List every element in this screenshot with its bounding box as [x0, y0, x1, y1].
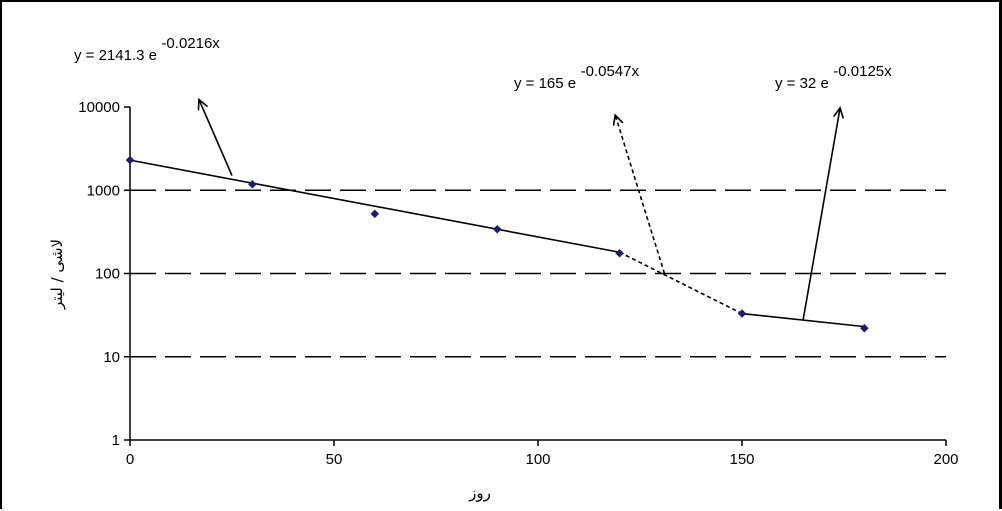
- data-point: [492, 224, 502, 234]
- annotation-arrow-1: [199, 100, 233, 176]
- equation-3-exponent: -0.0125x: [833, 63, 892, 80]
- equation-2-exponent: -0.0547x: [581, 63, 640, 80]
- x-tick-label: 150: [729, 451, 754, 468]
- data-point: [615, 248, 624, 258]
- y-tick-label: 10: [103, 349, 120, 366]
- data-point: [125, 155, 135, 165]
- equation-2-base: y = 165 e: [514, 75, 576, 92]
- y-axis-title: لاشی / لیتر: [48, 239, 66, 310]
- x-tick-label: 100: [525, 451, 550, 468]
- y-tick-label: 1: [112, 432, 120, 449]
- grid-lines: [130, 189, 946, 358]
- equation-1-exponent: -0.0216x: [161, 35, 220, 52]
- y-tick-label: 100: [95, 266, 120, 283]
- annotation-arrow-2: [616, 116, 666, 274]
- annotation-arrows: [199, 100, 840, 320]
- y-axis-ticks: 1 10 100 1000 10000: [78, 99, 130, 449]
- x-axis-ticks: 0 50 100 150 200: [126, 440, 959, 468]
- annotation-arrow-3: [802, 109, 840, 320]
- y-tick-label: 1000: [87, 182, 120, 199]
- data-point: [248, 179, 257, 189]
- equation-3-base: y = 32 e: [775, 75, 829, 92]
- x-tick-label: 0: [126, 451, 134, 468]
- trendline-equation-1: y = 2141.3 e -0.0216x: [74, 35, 220, 64]
- x-tick-label: 50: [326, 451, 343, 468]
- x-axis-title: روز: [468, 484, 491, 502]
- data-point: [860, 323, 869, 333]
- trendlines: [129, 159, 865, 328]
- equation-1-base: y = 2141.3 e: [74, 47, 157, 64]
- trendline-2: [619, 251, 743, 315]
- trendline-equation-3: y = 32 e -0.0125x: [775, 63, 892, 92]
- trendline-1: [129, 159, 620, 254]
- data-point: [737, 309, 747, 318]
- data-points: [125, 155, 869, 333]
- y-tick-label: 10000: [78, 99, 120, 116]
- data-point: [370, 209, 380, 219]
- trendline-equation-2: y = 165 e -0.0547x: [514, 63, 639, 92]
- trendline-3: [741, 312, 865, 328]
- x-tick-label: 200: [933, 451, 958, 468]
